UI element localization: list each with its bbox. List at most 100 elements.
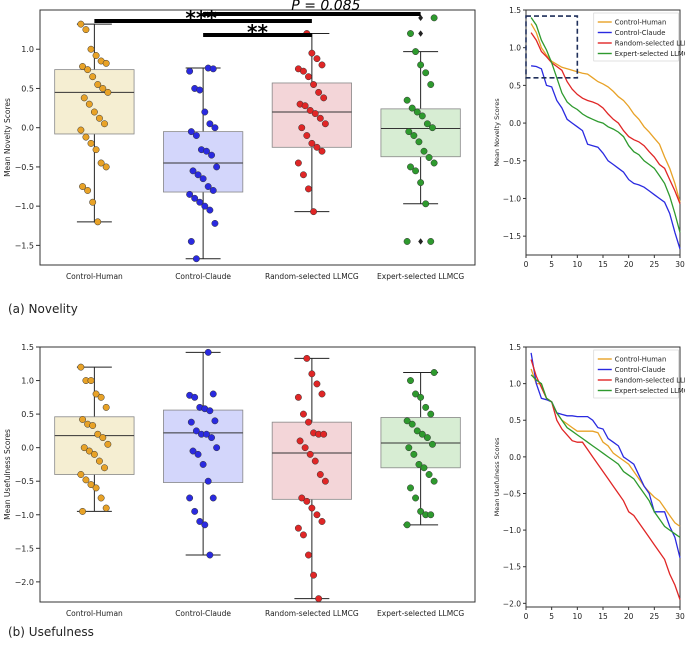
data-point xyxy=(92,484,100,492)
y-tick-label: 0.5 xyxy=(21,410,34,419)
data-point xyxy=(299,67,307,75)
y-axis-label: Mean Usefulness Scores xyxy=(3,429,12,520)
data-point xyxy=(209,187,217,194)
data-point xyxy=(79,63,87,70)
data-point xyxy=(204,183,212,190)
outlier-marker xyxy=(418,30,424,37)
p-value-label: P = 0.085 xyxy=(291,0,360,14)
data-point xyxy=(303,354,311,362)
data-point xyxy=(209,390,217,398)
data-point xyxy=(408,104,416,112)
data-point xyxy=(187,238,195,245)
x-tick-label: 25 xyxy=(650,612,660,621)
y-tick-label: −2.0 xyxy=(503,599,521,608)
data-point xyxy=(90,450,98,458)
data-point xyxy=(101,120,108,128)
data-point xyxy=(209,494,217,502)
y-tick-label: 1.5 xyxy=(509,6,521,15)
data-point xyxy=(97,393,105,401)
data-point xyxy=(320,430,328,438)
data-point xyxy=(189,167,197,175)
data-point xyxy=(403,417,411,425)
data-point xyxy=(206,120,214,128)
data-point xyxy=(412,48,420,56)
data-point xyxy=(413,427,421,435)
y-axis-label: Mean Novelty Scores xyxy=(493,98,501,167)
box-claude xyxy=(163,409,244,483)
data-point xyxy=(305,418,312,426)
data-point xyxy=(306,450,314,458)
x-tick-label: 5 xyxy=(549,612,554,621)
data-point xyxy=(407,484,414,492)
data-point xyxy=(186,190,194,198)
data-point xyxy=(294,393,302,401)
data-point xyxy=(199,460,207,468)
data-point xyxy=(299,410,307,418)
data-point xyxy=(305,185,312,193)
data-point xyxy=(427,238,435,245)
box-random xyxy=(271,82,352,148)
data-point xyxy=(405,128,413,136)
x-tick-label: Control-Human xyxy=(66,272,123,281)
data-point xyxy=(95,114,103,122)
data-point xyxy=(82,133,90,141)
caption-novelty: (a) Novelity xyxy=(8,302,78,316)
data-point xyxy=(208,434,216,442)
data-point xyxy=(84,66,92,74)
legend-label: Expert-selected LLMCG xyxy=(615,50,685,58)
data-point xyxy=(428,124,436,132)
plot-frame xyxy=(39,346,476,603)
data-point xyxy=(428,440,436,448)
data-point xyxy=(92,390,100,398)
data-point xyxy=(417,507,425,515)
data-point xyxy=(206,206,214,214)
data-point xyxy=(186,67,194,75)
data-point xyxy=(407,30,414,37)
data-point xyxy=(199,175,207,183)
data-point xyxy=(301,444,309,452)
y-tick-label: −1.0 xyxy=(15,511,34,520)
data-point xyxy=(206,551,214,559)
data-point xyxy=(204,477,212,485)
box-claude xyxy=(163,131,244,193)
legend-label: Control-Human xyxy=(615,356,667,364)
series-line-expert xyxy=(530,17,681,233)
data-point xyxy=(99,434,107,442)
data-point xyxy=(305,551,312,559)
x-tick-label: 10 xyxy=(573,612,583,621)
data-point xyxy=(201,108,209,116)
data-point xyxy=(94,81,102,88)
data-point xyxy=(310,81,318,88)
data-point xyxy=(423,434,431,442)
data-point xyxy=(211,124,219,132)
y-tick-label: −1.5 xyxy=(503,232,521,241)
data-point xyxy=(305,73,312,81)
data-point xyxy=(318,147,326,155)
data-point xyxy=(318,518,326,525)
data-point xyxy=(189,447,197,455)
x-tick-label: Random-selected LLMCG xyxy=(265,609,359,618)
y-tick-label: 0.5 xyxy=(21,84,34,93)
data-point xyxy=(80,94,88,102)
data-point xyxy=(299,531,307,539)
data-point xyxy=(196,86,204,94)
y-tick-label: −0.5 xyxy=(503,489,521,498)
y-tick-label: 1.0 xyxy=(21,45,34,54)
data-point xyxy=(192,132,200,139)
data-point xyxy=(87,139,95,147)
data-point xyxy=(203,147,210,155)
y-tick-label: 0.0 xyxy=(21,444,34,453)
data-point xyxy=(298,124,306,132)
data-point xyxy=(79,183,87,190)
data-point xyxy=(94,430,102,438)
data-point xyxy=(315,88,323,96)
y-tick-label: −1.5 xyxy=(15,241,34,250)
x-tick-label: 30 xyxy=(675,260,685,269)
data-point xyxy=(422,403,430,411)
data-point xyxy=(422,200,430,208)
x-tick-label: Control-Claude xyxy=(175,609,231,618)
data-point xyxy=(408,420,416,428)
y-tick-label: 1.0 xyxy=(509,44,521,53)
data-point xyxy=(206,407,214,415)
